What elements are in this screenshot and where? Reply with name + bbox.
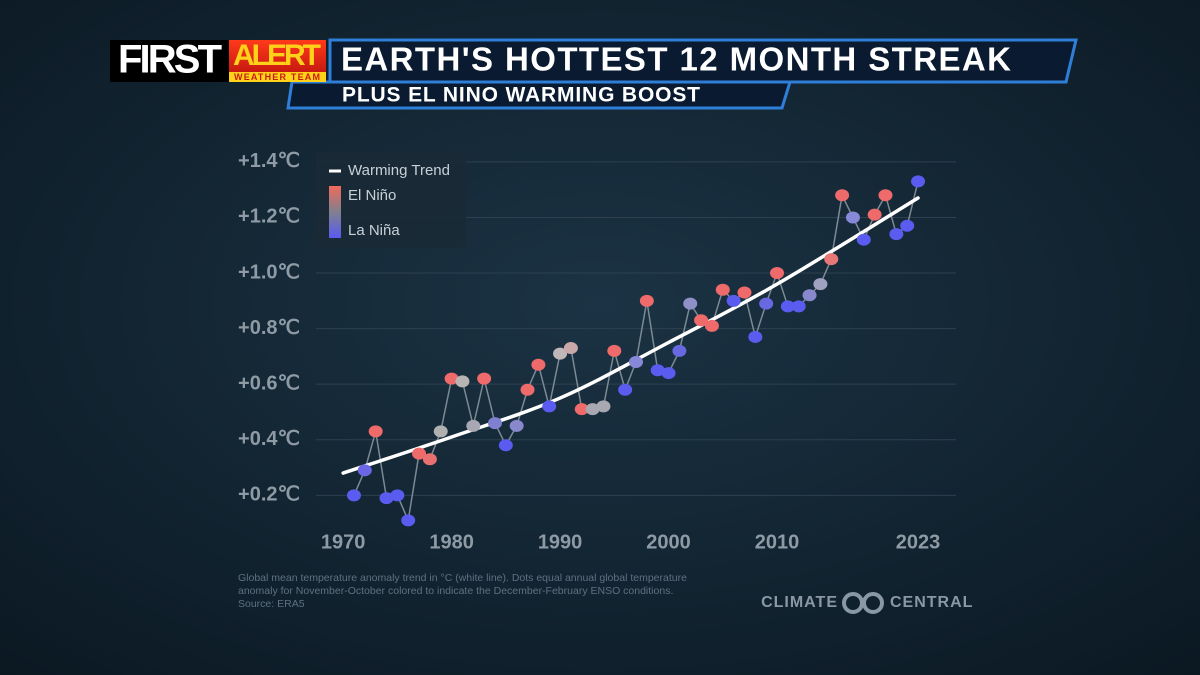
dot [607,344,622,357]
y-tick-label: +0.4℃ [238,428,300,450]
subtitle: PLUS EL NINO WARMING BOOST [342,84,700,107]
dot [531,358,546,371]
logo-icon [842,592,884,614]
dot [422,453,437,466]
x-tick-label: 2000 [646,531,691,553]
x-tick-label: 1990 [538,531,583,553]
dot [412,447,427,460]
dot [629,355,643,368]
y-tick-label: +0.2℃ [238,484,300,506]
dot [759,297,774,310]
y-tick-label: +0.6℃ [238,372,300,394]
x-tick-label: 2010 [755,531,800,553]
dot [650,364,665,377]
dot [737,286,752,299]
trend-line [341,196,920,475]
dot [661,367,676,380]
dot [346,489,361,502]
dot [867,208,882,221]
dot [509,419,524,432]
badge-sub: WEATHER TEAM [234,72,320,82]
dot [770,267,785,280]
logo-left: CLIMATE [761,594,838,611]
dot [748,330,763,343]
dot [878,189,893,202]
brand: FIRST [118,38,222,82]
dot [672,344,687,357]
note: Source: ERA5 [238,598,305,610]
dot [835,189,850,202]
dot [401,514,416,527]
y-tick-label: +1.2℃ [238,206,300,228]
dot [845,211,860,224]
x-tick-label: 1980 [429,531,474,553]
badge-box [229,40,326,72]
dot [368,425,383,438]
dot [911,175,926,188]
dot [715,283,730,296]
dot [726,294,741,307]
x-tick-label: 1970 [321,531,366,553]
dot [574,403,589,416]
brand-box [110,40,230,82]
badge: ALERT [233,39,321,72]
dot [444,372,459,385]
y-tick-label: +0.8℃ [238,317,300,339]
y-tick-label: +1.4℃ [238,150,300,172]
dot [466,419,481,432]
badge-strip [229,72,326,82]
dot [694,314,709,327]
dot [563,342,578,355]
legend-label: Warming Trend [348,162,450,179]
note: anomaly for November-October colored to … [238,585,673,597]
title-banner [328,38,1078,84]
dot [889,228,904,241]
dot [379,492,394,505]
dot [477,372,492,385]
dot [791,300,806,313]
legend-enso-swatch [329,186,341,238]
dot [487,417,502,430]
dot [596,400,611,413]
dot [802,289,817,302]
dot [542,400,557,413]
dot [455,375,470,388]
legend-label: El Niño [348,187,396,204]
dot [618,383,633,396]
logo-right: CENTRAL [890,594,973,611]
dot [900,219,915,232]
dot [780,300,795,313]
x-tick-label: 2023 [896,531,941,553]
dot [856,233,871,246]
dot [639,294,654,307]
legend-label: La Niña [348,222,400,239]
note: Global mean temperature anomaly trend in… [238,572,687,584]
dot [813,278,828,291]
subtitle-banner [286,80,793,110]
dot [553,347,568,360]
dot [433,425,448,438]
dot [498,439,513,452]
dot [585,403,600,416]
plot: +0.2℃ +0.4℃ +0.6℃ +0.8℃ +1.0℃ +1.2℃ +1.4℃ 1970 1… [238,150,956,553]
y-tick-label: +1.0℃ [238,261,300,283]
dot [683,297,698,310]
dot [520,383,535,396]
dot [390,489,405,502]
dot [704,319,719,332]
dot [824,253,839,266]
title: EARTH'S HOTTEST 12 MONTH STREAK [341,41,1011,78]
dot [357,464,372,477]
